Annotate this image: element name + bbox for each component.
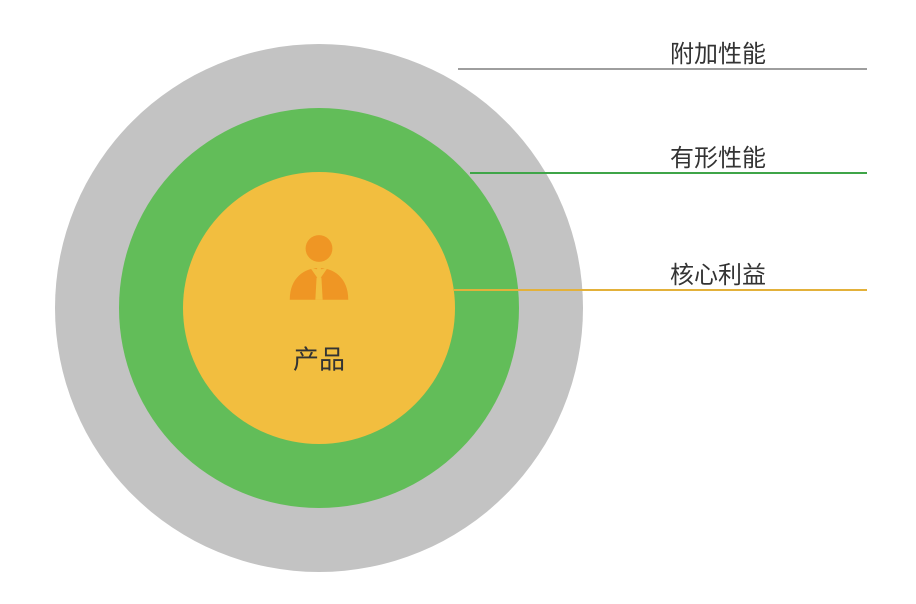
ring-inner — [183, 172, 455, 444]
leader-line-outer — [458, 68, 867, 70]
leader-label-middle: 有形性能 — [670, 138, 766, 173]
leader-label-inner: 核心利益 — [670, 255, 766, 290]
leader-line-middle — [470, 172, 867, 174]
concentric-diagram: 产品 附加性能 有形性能 核心利益 — [0, 0, 916, 604]
center-label: 产品 — [293, 340, 345, 377]
leader-line-inner — [454, 289, 867, 291]
person-icon — [280, 229, 358, 307]
leader-label-outer: 附加性能 — [670, 34, 766, 69]
